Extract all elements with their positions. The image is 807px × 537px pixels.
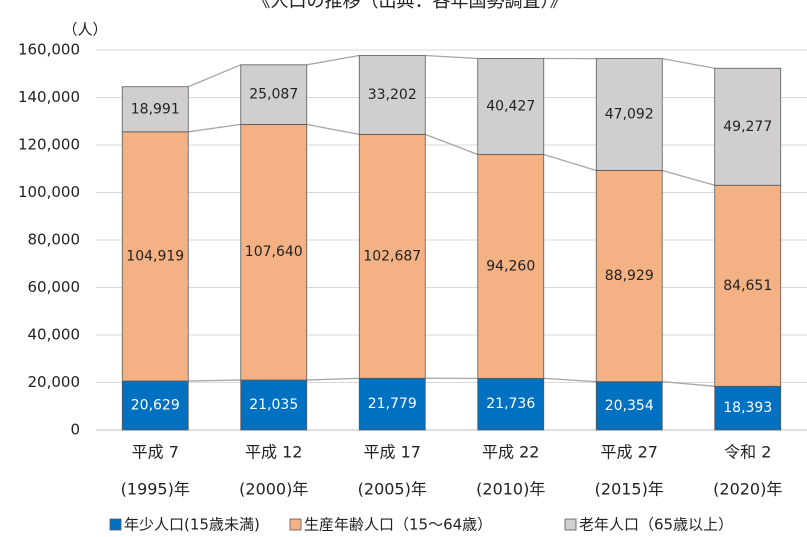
data-label: 20,629	[131, 398, 180, 414]
connector-line	[543, 377, 597, 383]
data-label: 21,779	[368, 396, 417, 412]
connector-line	[306, 54, 360, 66]
legend-swatch	[109, 518, 122, 531]
y-tick-label: 0	[70, 421, 80, 439]
x-tick-label: 平成 27	[601, 443, 658, 462]
bar-segment	[240, 123, 308, 381]
bar-segment	[714, 67, 782, 186]
y-tick-label: 120,000	[18, 136, 80, 154]
data-label: 40,427	[486, 99, 535, 115]
data-label: 47,092	[605, 107, 654, 123]
connector-line	[188, 379, 241, 382]
data-label: 20,354	[605, 398, 654, 414]
legend-swatch	[289, 518, 302, 531]
y-tick-label: 160,000	[18, 41, 80, 59]
data-label: 21,035	[249, 397, 298, 413]
data-label: 94,260	[486, 258, 535, 274]
x-tick-label: (2000)年	[239, 480, 308, 499]
bar-segment	[477, 154, 545, 379]
connector-line	[425, 133, 478, 156]
data-label: 49,277	[723, 119, 772, 135]
connector-line	[306, 123, 360, 136]
bar-segment	[240, 379, 308, 431]
x-tick-label: (2005)年	[358, 480, 427, 499]
bar-segment	[358, 377, 426, 431]
x-tick-label: 令和 2	[724, 443, 771, 462]
data-label: 33,202	[368, 87, 417, 103]
legend-swatch	[564, 518, 577, 531]
x-tick-label: (2010)年	[476, 480, 545, 499]
data-label: 21,736	[486, 396, 535, 412]
data-label: 88,929	[605, 268, 654, 284]
bar-segment	[714, 184, 782, 387]
x-tick-label: 平成 12	[245, 443, 302, 462]
bar-segment	[477, 377, 545, 431]
legend-label: 老年人口（65歳以上）	[579, 516, 733, 534]
y-tick-label: 140,000	[18, 88, 80, 106]
y-tick-label: 60,000	[28, 278, 81, 296]
data-label: 18,393	[723, 400, 772, 416]
y-tick-label: 20,000	[28, 373, 81, 391]
legend-label: 生産年齢人口（15～64歳）	[304, 516, 492, 534]
legend-label: 年少人口(15歳未満)	[124, 516, 260, 534]
connector-line	[662, 169, 715, 186]
connector-line	[543, 153, 597, 172]
x-tick-label: 平成 22	[482, 443, 539, 462]
y-tick-label: 80,000	[28, 231, 81, 249]
data-label: 84,651	[723, 278, 772, 294]
bar-segment	[595, 170, 663, 383]
bar-segment	[240, 64, 308, 125]
x-tick-label: 平成 17	[364, 443, 421, 462]
connector-line	[662, 57, 715, 69]
data-label: 25,087	[249, 87, 298, 103]
x-tick-label: (2015)年	[595, 480, 664, 499]
connector-line	[188, 123, 241, 133]
bar-segment	[595, 381, 663, 431]
y-tick-label: 100,000	[18, 183, 80, 201]
x-tick-label: 平成 7	[132, 443, 179, 462]
bar-segment	[121, 86, 189, 133]
bar-segment	[358, 133, 426, 379]
bar-segment	[121, 380, 189, 431]
y-tick-label: 40,000	[28, 326, 81, 344]
y-unit: （人）	[62, 21, 107, 39]
data-label: 18,991	[131, 101, 180, 117]
chart-title: 《人口の推移（出典：各年国勢調査）》	[253, 0, 568, 12]
connector-line	[425, 54, 478, 60]
bar-segment	[477, 58, 545, 155]
data-label: 104,919	[126, 248, 184, 264]
connector-line	[187, 64, 242, 88]
bar-segment	[595, 58, 663, 171]
connector-line	[662, 381, 715, 387]
bar-segment	[358, 55, 426, 135]
x-tick-label: (1995)年	[121, 480, 190, 499]
bar-segment	[121, 131, 189, 382]
data-label: 107,640	[245, 244, 303, 260]
x-tick-label: (2020)年	[713, 480, 782, 499]
data-label: 102,687	[363, 248, 421, 264]
connector-line	[306, 377, 360, 381]
